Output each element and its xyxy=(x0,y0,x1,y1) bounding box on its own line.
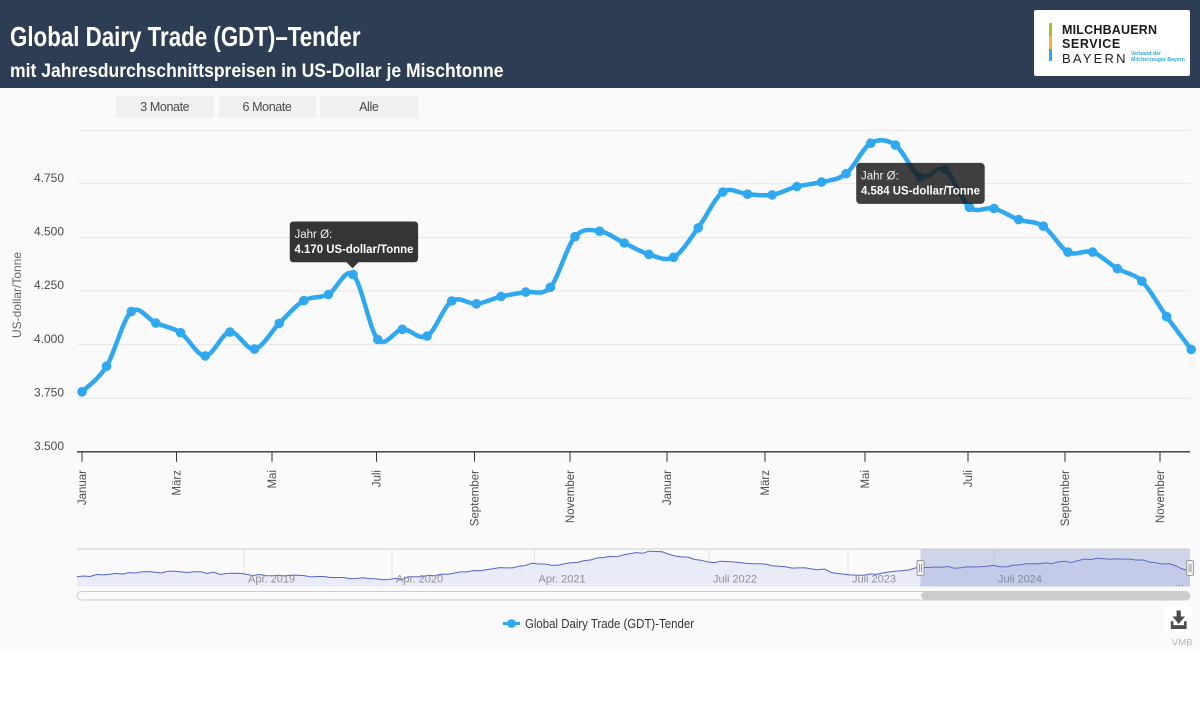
svg-text:Apr. 2021: Apr. 2021 xyxy=(539,574,586,586)
svg-text:Januar: Januar xyxy=(662,470,674,505)
svg-text:März: März xyxy=(172,470,184,496)
svg-text:4.000: 4.000 xyxy=(34,332,64,346)
svg-text:Apr. 2020: Apr. 2020 xyxy=(396,574,443,586)
svg-text:3.500: 3.500 xyxy=(34,439,64,453)
svg-text:4.500: 4.500 xyxy=(34,225,64,239)
svg-text:Jahr Ø:: Jahr Ø: xyxy=(295,229,333,241)
svg-text:4.170 US-dollar/Tonne: 4.170 US-dollar/Tonne xyxy=(295,244,414,256)
svg-text:4.750: 4.750 xyxy=(34,171,64,185)
svg-text:...: ... xyxy=(1175,577,1184,589)
svg-text:November: November xyxy=(565,470,577,523)
svg-text:3.750: 3.750 xyxy=(34,385,64,399)
svg-text:Januar: Januar xyxy=(77,470,89,505)
svg-text:US-dollar/Tonne: US-dollar/Tonne xyxy=(10,252,24,338)
svg-text:Mai: Mai xyxy=(267,470,279,489)
svg-text:Mai: Mai xyxy=(860,470,872,489)
svg-text:September: September xyxy=(1060,470,1072,526)
svg-text:Juli 2023: Juli 2023 xyxy=(852,574,896,586)
svg-text:März: März xyxy=(760,470,772,496)
svg-text:Global Dairy Trade (GDT)-Tende: Global Dairy Trade (GDT)-Tender xyxy=(525,617,694,631)
svg-text:Apr. 2019: Apr. 2019 xyxy=(248,574,295,586)
svg-text:Juli 2022: Juli 2022 xyxy=(713,574,757,586)
svg-text:Jahr Ø:: Jahr Ø: xyxy=(861,171,899,183)
svg-text:4.584 US-dollar/Tonne: 4.584 US-dollar/Tonne xyxy=(861,186,980,198)
svg-text:November: November xyxy=(1155,470,1167,523)
svg-text:Juli: Juli xyxy=(372,470,384,487)
svg-text:September: September xyxy=(470,470,482,526)
svg-text:4.250: 4.250 xyxy=(34,278,64,292)
svg-text:VMB: VMB xyxy=(1172,638,1193,649)
svg-text:Juli 2024: Juli 2024 xyxy=(998,574,1042,586)
svg-text:Juli: Juli xyxy=(963,470,975,487)
